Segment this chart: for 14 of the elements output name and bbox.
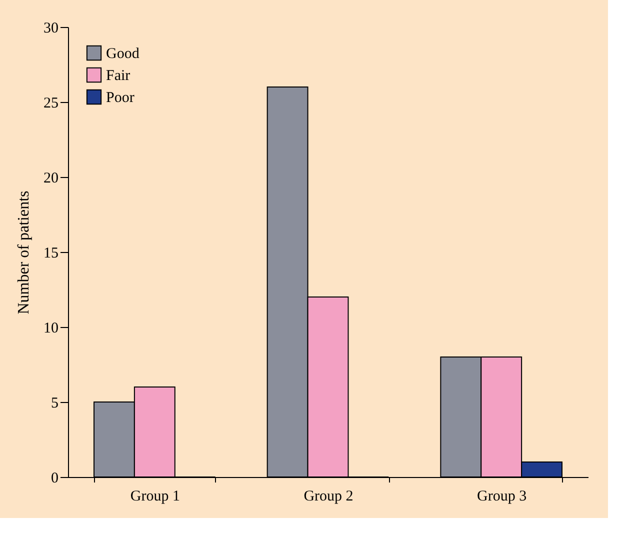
y-tick-label: 20 [44,170,58,186]
x-tick-label: Group 3 [477,488,527,504]
x-tick-label: Group 2 [304,488,354,504]
legend-label: Poor [106,90,134,106]
y-tick-label: 25 [44,96,58,112]
y-tick-label: 5 [51,396,58,412]
legend-label: Fair [106,68,130,84]
y-tick-label: 0 [51,470,58,486]
x-tick-label: Group 1 [130,488,180,504]
y-tick-label: 30 [44,20,58,36]
y-axis-title: Number of patients [16,190,32,314]
legend-label: Good [106,46,140,62]
y-tick-label: 15 [44,246,58,262]
y-tick-label: 10 [44,320,58,336]
